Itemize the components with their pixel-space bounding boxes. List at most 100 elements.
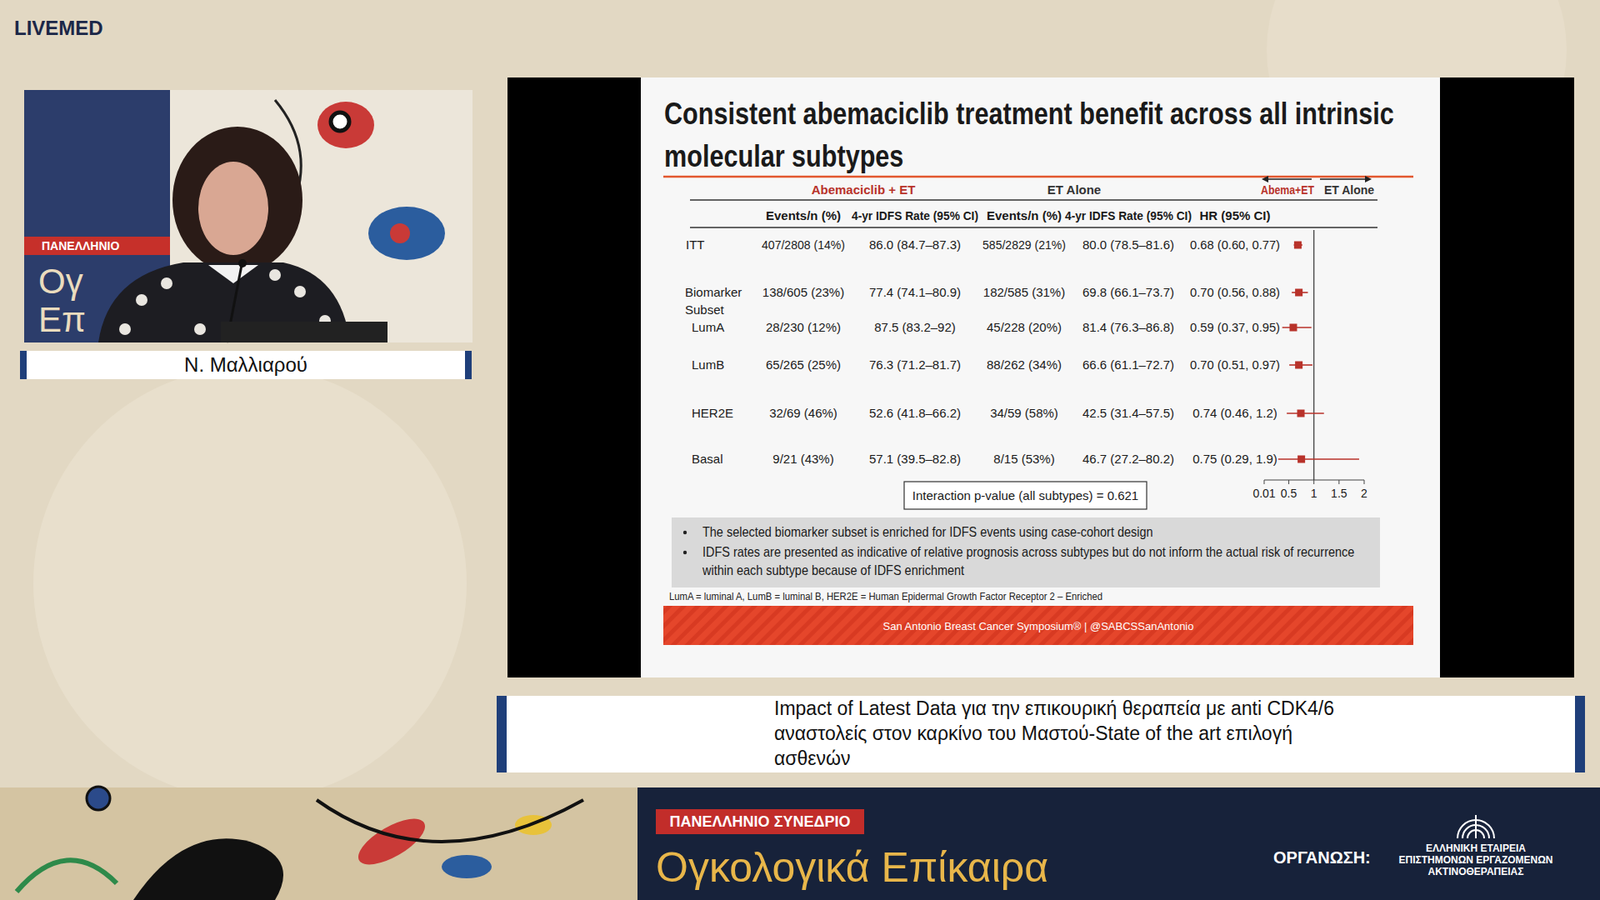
x-tick <box>1338 480 1340 485</box>
table-cell: 66.6 (61.1–72.7) <box>1082 357 1175 372</box>
banner-text: San Antonio Breast Cancer Symposium® | @… <box>882 620 1194 633</box>
text-line: IDFS rates are presented as indicative o… <box>702 544 1355 560</box>
video-bg <box>24 90 473 343</box>
row-label: ITT <box>685 237 705 252</box>
marks <box>1278 241 1360 464</box>
art-shape <box>330 112 350 131</box>
table-cell: 42.5 (31.4–57.5) <box>1082 405 1175 420</box>
column-header: 4-yr IDFS Rate (95% CI) <box>851 208 979 223</box>
text-line: ασθενών <box>774 747 851 770</box>
x-tick-label: 0.01 <box>1252 486 1275 500</box>
arrow <box>1365 175 1372 183</box>
direction-label: Abema+ET <box>1260 183 1315 197</box>
ci-line <box>1286 412 1325 415</box>
table-cell: 0.70 (0.51, 0.97) <box>1190 357 1280 372</box>
video-strip <box>24 236 170 255</box>
name-bar <box>20 350 472 380</box>
caption-edge <box>496 695 507 773</box>
table-cell: 8/15 (53%) <box>993 451 1055 466</box>
video-text: Επ <box>38 300 86 340</box>
background <box>0 0 1600 900</box>
row-label: LumA <box>691 320 725 335</box>
person-pattern <box>160 277 173 290</box>
event-badge-text: ΠΑΝΕΛΛΗΝΙΟ ΣΥΝΕΔΡΙΟ <box>670 813 851 830</box>
caption: Impact of Latest Data για την επικουρική… <box>774 697 1335 770</box>
hr-marker <box>1289 324 1297 332</box>
reference-line <box>1313 230 1315 480</box>
direction-label: ET Alone <box>1324 183 1375 197</box>
column-header: HR (95% CI) <box>1199 208 1270 223</box>
arrow <box>1320 178 1367 180</box>
x-tick-label: 0.5 <box>1280 486 1298 500</box>
person-pattern <box>135 294 148 306</box>
video-panel: ΠΑΝΕΛΛΗΝΙΟΟγΕπ <box>24 90 473 343</box>
text-line: LumB <box>691 357 725 372</box>
annotation: Interaction p-value (all subtypes) = 0.6… <box>912 488 1139 503</box>
logo-arc <box>1475 815 1477 839</box>
table-cell: 0.75 (0.29, 1.9) <box>1192 451 1278 466</box>
art-shape <box>390 223 410 244</box>
group-header: Abemaciclib + ET <box>811 182 916 197</box>
table-cell: 46.7 (27.2–80.2) <box>1082 451 1175 466</box>
text-line: LumA <box>691 320 725 335</box>
arrow <box>1261 175 1269 183</box>
table-cell: 86.0 (84.7–87.3) <box>869 237 961 252</box>
table-cell: 585/2829 (21%) <box>982 237 1066 252</box>
slide <box>640 77 1440 678</box>
caption-edge <box>1575 695 1585 773</box>
bullet <box>683 530 687 535</box>
person-face <box>198 161 269 255</box>
banner <box>663 605 1414 645</box>
text-line: The selected biomarker subset is enriche… <box>702 524 1154 540</box>
text-line: ITT <box>685 237 705 252</box>
table-cell: 138/605 (23%) <box>762 285 845 300</box>
table-cell: 57.1 (39.5–82.8) <box>869 451 961 466</box>
table-cell: 0.59 (0.37, 0.95) <box>1190 320 1280 335</box>
x-tick-label: 1.5 <box>1330 486 1348 500</box>
column-header: 4-yr IDFS Rate (95% CI) <box>1065 208 1192 223</box>
organizer: ΕΛΛΗΝΙΚΗ ΕΤΑΙΡΕΙΑ <box>1425 842 1526 855</box>
x-tick-label: 2 <box>1360 486 1368 500</box>
text-line: Biomarker <box>685 285 742 300</box>
art-shape <box>317 101 375 149</box>
text-line: Impact of Latest Data για την επικουρική… <box>774 697 1335 720</box>
video-text: Ογ <box>38 261 84 301</box>
table-cell: 80.0 (78.5–81.6) <box>1082 237 1175 252</box>
annotation-box <box>904 481 1147 510</box>
microphone <box>238 259 247 268</box>
table-cell: 69.8 (66.1–73.7) <box>1082 285 1175 300</box>
text-line: HER2E <box>691 405 734 420</box>
person-pattern <box>194 323 206 335</box>
hr-marker <box>1295 361 1303 370</box>
table-cell: 9/21 (43%) <box>772 451 834 466</box>
title: Consistent abemaciclib treatment benefit… <box>664 96 1395 174</box>
x-tick-label: 1 <box>1310 486 1318 500</box>
x-tick <box>1313 480 1315 485</box>
note: IDFS rates are presented as indicative o… <box>701 544 1355 579</box>
text-line: Basal <box>691 451 724 466</box>
x-tick <box>1364 480 1365 485</box>
slide-frame <box>507 77 1575 678</box>
x-tick <box>1288 480 1290 485</box>
organizer-label: ΟΡΓΑΝΩΣΗ: <box>1273 848 1371 867</box>
table-cell: 52.6 (41.8–66.2) <box>869 405 961 420</box>
table-cell: 45/228 (20%) <box>986 320 1062 335</box>
hr-marker <box>1295 289 1303 297</box>
page: LIVEMEDΠΑΝΕΛΛΗΝΙΟΟγΕπΝ. ΜαλλιαρούConsist… <box>0 0 1600 900</box>
hr-marker <box>1297 410 1305 418</box>
table-cell: 182/585 (31%) <box>983 285 1065 300</box>
hr-marker <box>1297 455 1305 464</box>
art-shape <box>368 206 445 260</box>
note: The selected biomarker subset is enriche… <box>702 524 1154 540</box>
person-pattern <box>119 323 131 335</box>
row-label: BiomarkerSubset <box>685 285 742 317</box>
person-pattern <box>294 285 306 298</box>
table-cell: 32/69 (46%) <box>769 405 838 420</box>
column-header: Events/n (%) <box>986 208 1062 223</box>
table-cell: 88/262 (34%) <box>986 357 1062 372</box>
organizer: ΑΚΤΙΝΟΘΕΡΑΠΕΙΑΣ <box>1428 865 1525 878</box>
organizer: ΕΠΙΣΤΗΜΟΝΩΝ ΕΡΓΑΖΟΜΕΝΩΝ <box>1398 854 1553 866</box>
table-cell: 77.4 (74.1–80.9) <box>869 285 961 300</box>
table-cell: 407/2808 (14%) <box>761 237 845 252</box>
text-line: Consistent abemaciclib treatment benefit… <box>664 96 1395 131</box>
